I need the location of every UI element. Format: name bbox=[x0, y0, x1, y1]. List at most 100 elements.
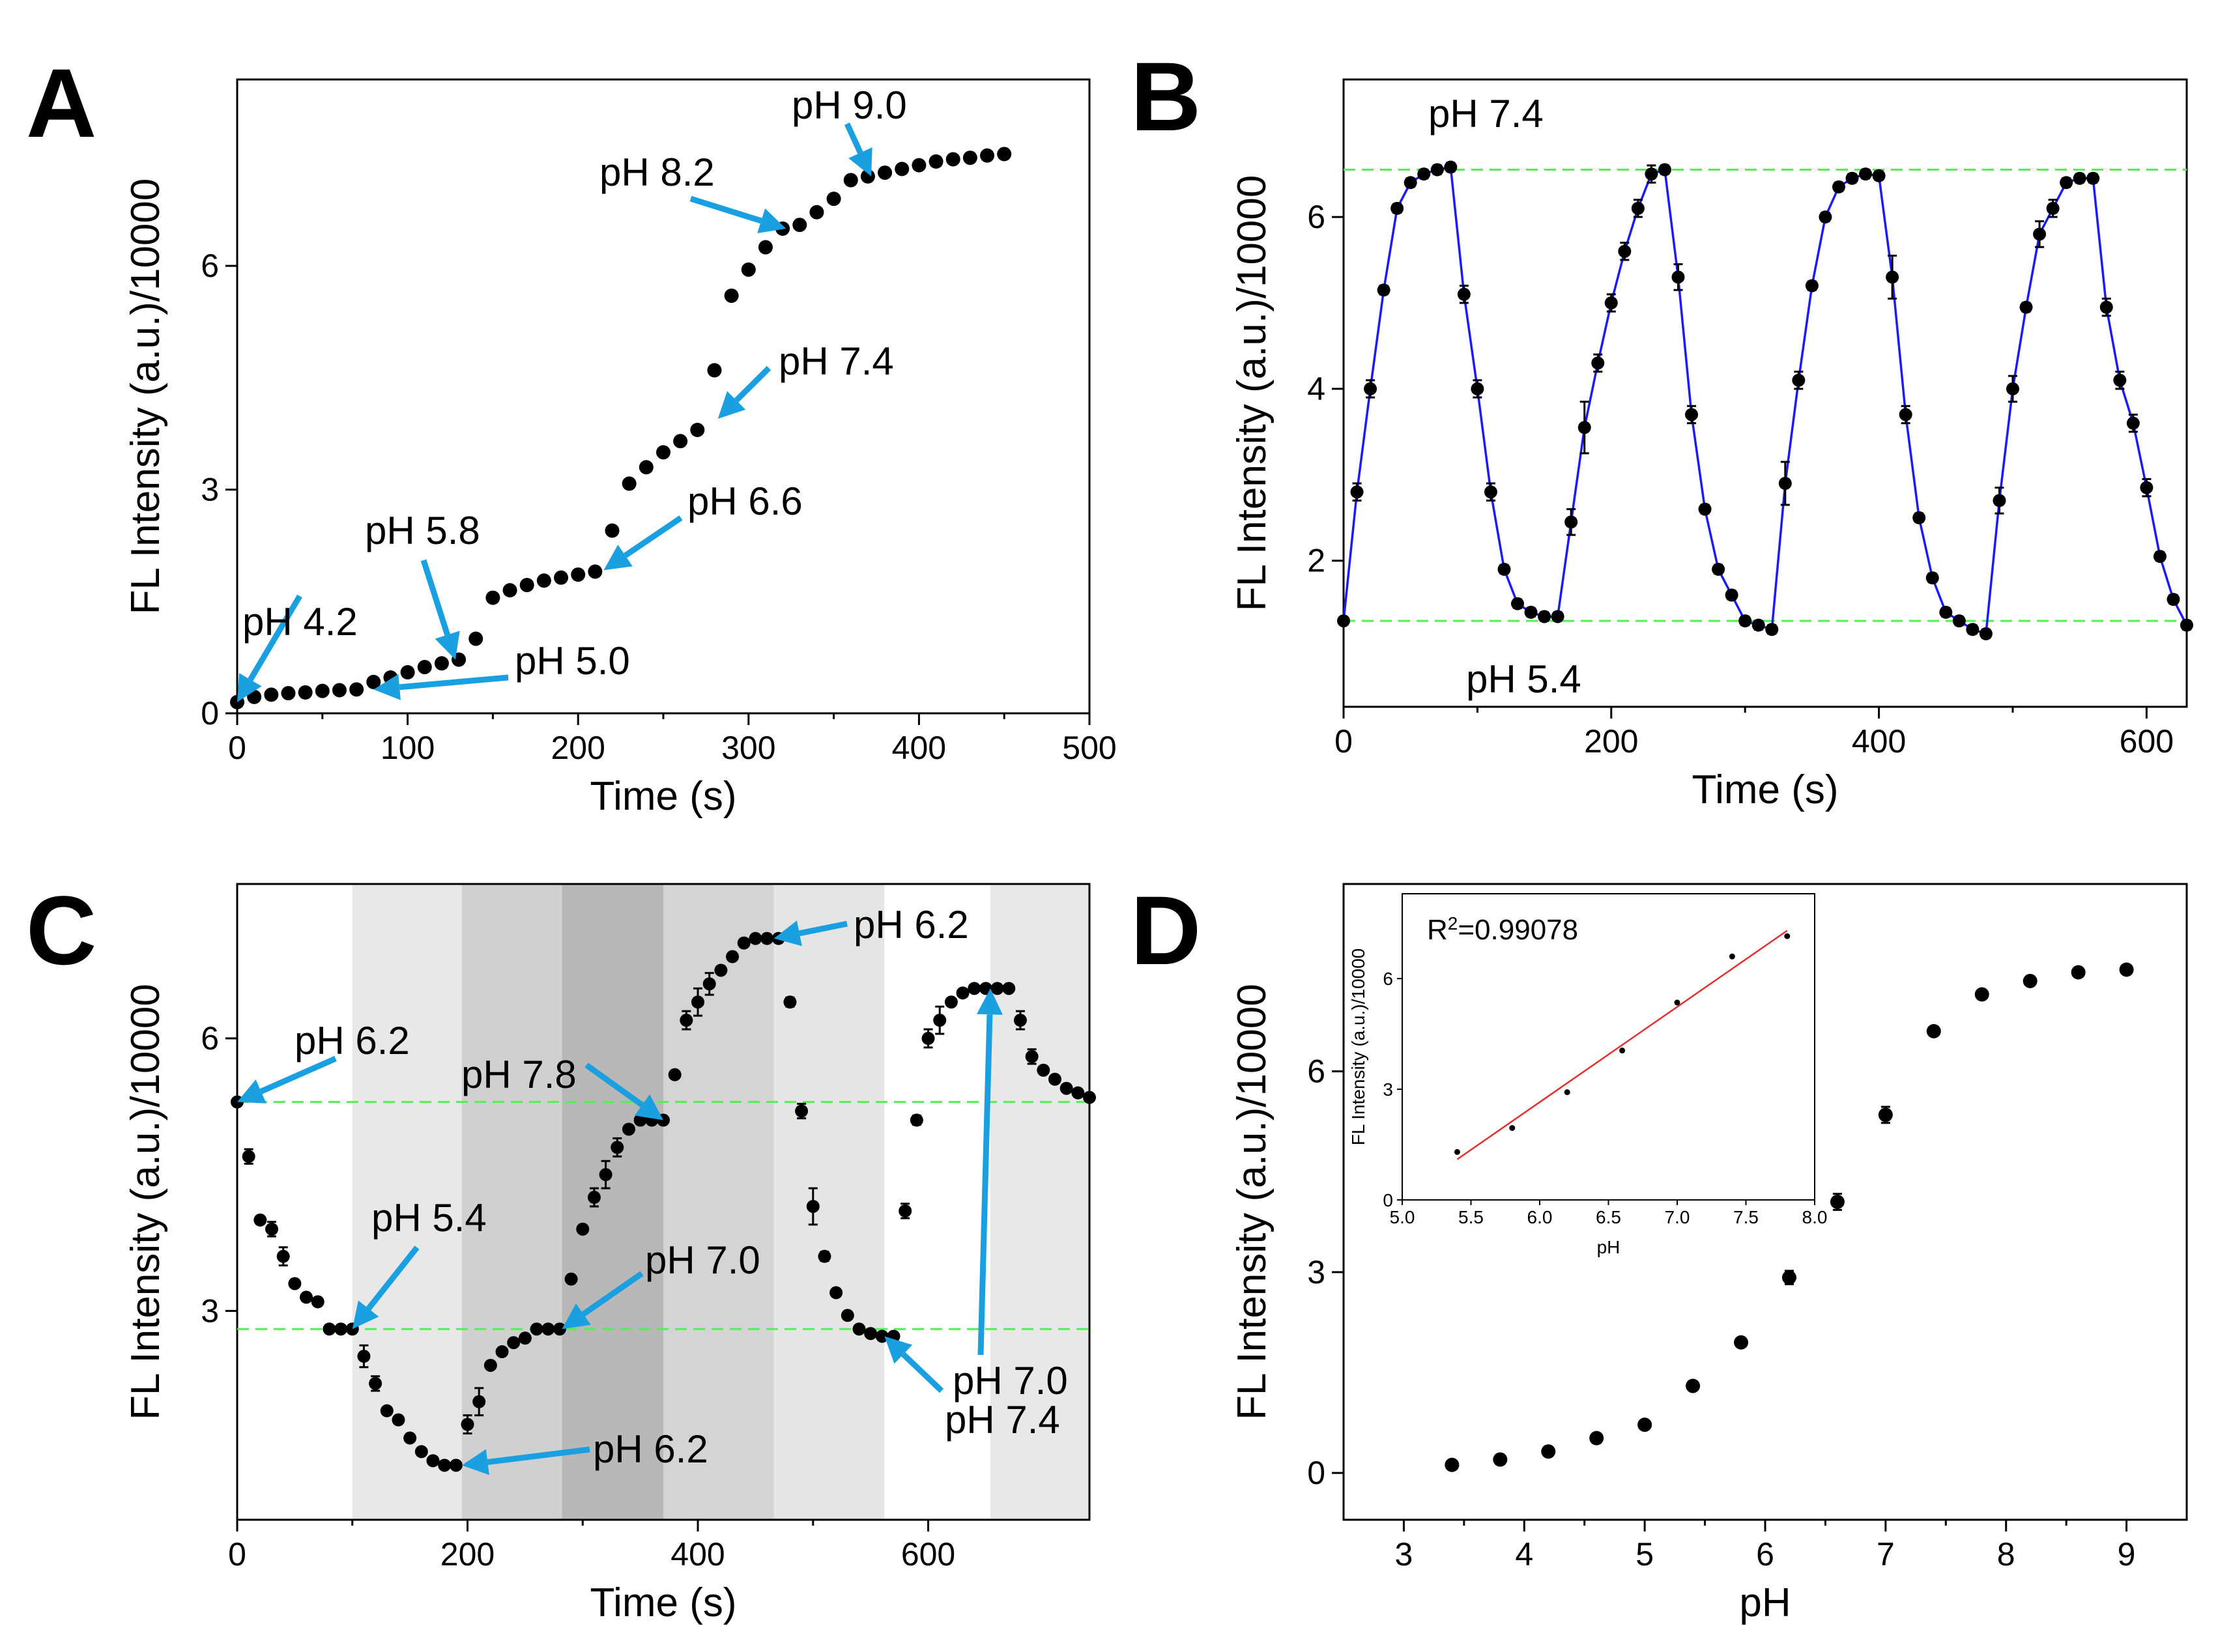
data-point bbox=[2153, 550, 2167, 563]
annotation-arrow bbox=[487, 1446, 590, 1465]
x-tick-label: 7 bbox=[1877, 1536, 1895, 1573]
y-tick-label: 6 bbox=[201, 1020, 219, 1057]
annotation-label: pH 8.2 bbox=[599, 150, 715, 194]
data-point bbox=[519, 578, 534, 593]
data-point bbox=[639, 460, 654, 475]
panel-letter-b: B bbox=[1131, 42, 1201, 151]
data-point bbox=[749, 932, 762, 945]
y-tick-label: 0 bbox=[1307, 1455, 1325, 1491]
data-point bbox=[912, 158, 927, 173]
data-point bbox=[426, 1454, 440, 1468]
data-point bbox=[1845, 171, 1859, 185]
data-point bbox=[392, 1413, 405, 1427]
data-point bbox=[691, 995, 705, 1009]
x-tick-label: 300 bbox=[721, 730, 775, 766]
data-point bbox=[1912, 511, 1926, 524]
annotation-arrowhead bbox=[757, 208, 786, 234]
x-tick-label: 100 bbox=[381, 730, 435, 766]
data-point bbox=[1013, 1014, 1027, 1027]
y-tick-label: 6 bbox=[1383, 969, 1393, 989]
data-point bbox=[599, 1168, 612, 1182]
data-point bbox=[403, 1431, 417, 1445]
annotation-arrowhead bbox=[435, 631, 460, 660]
data-point bbox=[1551, 610, 1564, 623]
panel-c: C 0 200 400 600 3 6 Time (s) FL Intensity (a.u.… bbox=[26, 876, 1096, 1625]
x-tick-label: 400 bbox=[670, 1536, 725, 1573]
annotation-label: pH 7.4 bbox=[779, 339, 894, 383]
data-point bbox=[554, 570, 569, 585]
data-point bbox=[588, 564, 603, 579]
data-point bbox=[2060, 176, 2073, 190]
x-tick-label: 0 bbox=[1334, 723, 1353, 760]
data-point bbox=[2033, 227, 2047, 241]
panel-letter-d: D bbox=[1131, 876, 1201, 985]
data-point bbox=[242, 1150, 255, 1163]
data-point bbox=[945, 152, 960, 167]
data-point bbox=[1698, 502, 1712, 516]
data-point bbox=[564, 1272, 578, 1286]
r-squared-sup: 2 bbox=[1448, 913, 1458, 933]
data-point bbox=[315, 683, 330, 698]
x-tick-label: 0 bbox=[228, 1536, 246, 1573]
y-axis-label: FL Intensity (a.u.)/10000 bbox=[1230, 984, 1275, 1420]
annotation-arrow bbox=[366, 1246, 420, 1311]
data-point bbox=[1966, 623, 1980, 636]
data-point bbox=[502, 583, 517, 598]
y-tick-label: 3 bbox=[1307, 1254, 1325, 1290]
x-tick-label: 400 bbox=[1852, 723, 1906, 760]
data-point bbox=[860, 169, 875, 184]
data-point bbox=[1832, 180, 1845, 193]
data-point bbox=[449, 1459, 463, 1472]
data-point bbox=[1071, 1086, 1085, 1100]
inset-data-point bbox=[1784, 933, 1791, 939]
data-point bbox=[417, 660, 432, 675]
data-point bbox=[818, 1249, 831, 1263]
data-point bbox=[1364, 382, 1377, 395]
data-point bbox=[1738, 614, 1752, 628]
data-point bbox=[1685, 408, 1699, 421]
annotation-label: pH 5.0 bbox=[515, 639, 630, 683]
data-point bbox=[1926, 1024, 1941, 1039]
annotation-arrowhead bbox=[717, 391, 746, 419]
x-tick-label: 5.0 bbox=[1390, 1207, 1415, 1227]
annotation-arrowhead bbox=[461, 1449, 489, 1475]
data-point bbox=[707, 363, 722, 378]
data-point bbox=[281, 686, 296, 701]
x-tick-label: 6.0 bbox=[1527, 1207, 1553, 1227]
r-squared-label: R2=0.99078 bbox=[1427, 913, 1578, 947]
y-tick-label: 3 bbox=[201, 472, 219, 508]
data-point bbox=[1025, 1049, 1039, 1063]
background-band bbox=[773, 884, 885, 1520]
data-point bbox=[357, 1350, 371, 1363]
data-point bbox=[724, 288, 739, 303]
data-point bbox=[944, 995, 958, 1009]
data-point bbox=[1337, 614, 1350, 628]
data-point bbox=[1712, 562, 1725, 576]
annotation-arrow bbox=[420, 559, 450, 636]
x-tick-label: 6.5 bbox=[1596, 1207, 1621, 1227]
panel-letter-c: C bbox=[26, 876, 96, 985]
y-tick-label: 0 bbox=[1383, 1190, 1393, 1210]
inset-data-point bbox=[1674, 999, 1680, 1006]
data-point bbox=[472, 1395, 486, 1408]
data-point bbox=[1083, 1090, 1096, 1104]
data-point bbox=[1493, 1452, 1508, 1467]
data-point bbox=[2113, 373, 2127, 387]
y-tick-label: 2 bbox=[1307, 543, 1325, 579]
x-tick-label: 6 bbox=[1756, 1536, 1774, 1573]
data-point bbox=[1591, 356, 1605, 370]
data-point bbox=[1037, 1063, 1050, 1077]
data-point bbox=[1538, 610, 1551, 623]
annotation-label: pH 5.8 bbox=[365, 509, 480, 552]
y-axis-label: FL Intensity (a.u.)/10000 bbox=[123, 984, 168, 1420]
data-point bbox=[1541, 1444, 1556, 1459]
data-point bbox=[265, 1222, 279, 1236]
annotation-arrow bbox=[248, 594, 302, 681]
x-tick-label: 4 bbox=[1515, 1536, 1533, 1573]
data-point bbox=[673, 434, 688, 449]
data-point bbox=[605, 523, 620, 538]
data-point bbox=[1781, 1270, 1796, 1285]
data-point bbox=[1417, 167, 1431, 181]
data-point bbox=[826, 192, 841, 206]
data-point bbox=[843, 173, 858, 188]
